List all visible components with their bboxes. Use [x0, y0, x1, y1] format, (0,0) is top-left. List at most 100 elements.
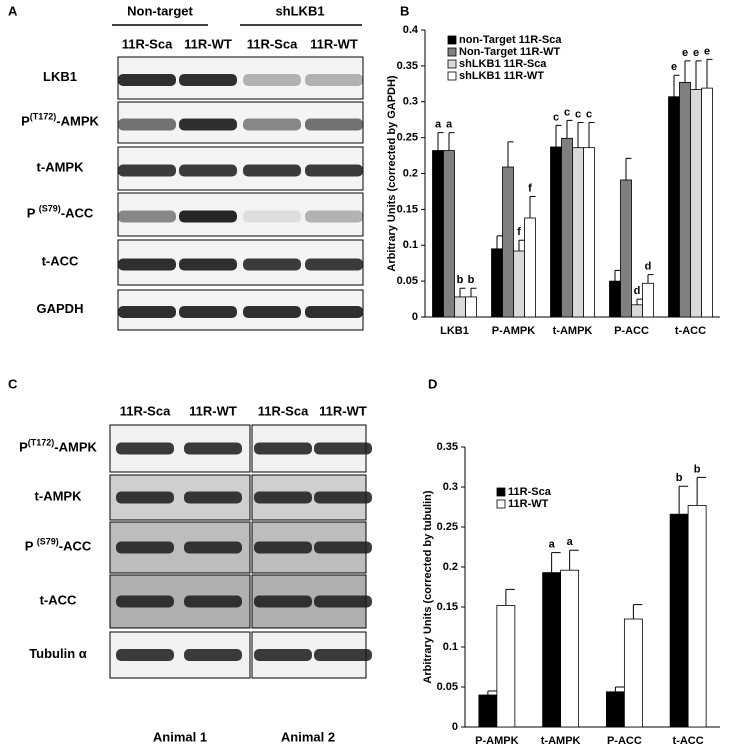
blot-band: [184, 541, 242, 554]
significance-letter: a: [567, 536, 574, 548]
error-bar: [470, 287, 477, 297]
y-tick-label: 0.3: [403, 96, 418, 108]
blot-band: [254, 442, 312, 455]
significance-letter: c: [553, 111, 559, 123]
error-bar: [448, 132, 455, 151]
group-label: shLKB1: [275, 3, 324, 18]
bar: [609, 280, 621, 318]
legend-swatch: [496, 499, 506, 509]
row-label: t-ACC: [40, 593, 77, 608]
row-label-text: t-AMPK: [35, 489, 83, 504]
blot-band: [305, 74, 363, 86]
bar: [524, 217, 536, 318]
panel-label: D: [428, 376, 437, 391]
significance-letter: d: [645, 261, 652, 273]
row-label-sup: (S79): [39, 204, 61, 214]
lane-label: 11R-WT: [310, 36, 358, 51]
row-label-sup: (T172): [28, 438, 55, 448]
lane-label: 11R-Sca: [258, 403, 309, 418]
row-label-after: -ACC: [61, 206, 94, 221]
bar: [668, 96, 680, 318]
bar: [669, 513, 689, 728]
legend-swatch: [447, 71, 457, 81]
error-bar: [647, 274, 654, 284]
error-bar: [696, 476, 707, 506]
x-tick-label: t-ACC: [673, 735, 704, 747]
bar: [572, 147, 584, 318]
lane-label: 11R-Sca: [247, 36, 298, 51]
bar: [478, 694, 498, 728]
row-label: t-AMPK: [37, 160, 85, 175]
legend-swatch: [447, 47, 457, 57]
error-bar: [487, 690, 497, 695]
blot-band: [118, 74, 176, 86]
legend-label: 11R-WT: [508, 498, 549, 510]
bar: [561, 137, 573, 318]
y-tick-label: 0.3: [443, 481, 458, 493]
blot-band: [254, 541, 312, 554]
legend-label: non-Target 11R-Sca: [459, 34, 562, 46]
significance-letter: f: [528, 182, 532, 194]
row-label-text: t-ACC: [42, 254, 79, 269]
blot-band: [116, 541, 174, 554]
blot-band: [254, 595, 312, 608]
error-bar: [588, 122, 595, 148]
bar: [631, 304, 643, 318]
y-tick-label: 0.2: [403, 167, 418, 179]
row-label-sup: (S79): [37, 537, 59, 547]
error-bar: [625, 157, 632, 180]
error-bar: [577, 122, 584, 148]
blot-band: [314, 595, 372, 608]
row-label: P (S79)-ACC: [25, 537, 92, 554]
significance-letter: c: [575, 108, 581, 120]
blot-band: [118, 118, 176, 131]
bar: [513, 250, 525, 318]
panel-label: B: [400, 3, 409, 18]
significance-letter: e: [704, 45, 710, 57]
blot-band: [179, 306, 237, 318]
error-bar: [551, 552, 561, 573]
bar: [642, 282, 654, 318]
legend-label: shLKB1 11R-WT: [459, 70, 544, 82]
error-bar: [459, 287, 466, 297]
row-label: t-AMPK: [35, 489, 83, 504]
blot-band: [184, 595, 242, 608]
significance-letter: b: [676, 472, 683, 484]
y-axis-label: Arbitrary Units (corrected by tubulin): [422, 490, 434, 683]
row-label-text: GAPDH: [37, 301, 84, 316]
error-bar: [706, 58, 713, 89]
error-bar: [496, 235, 503, 249]
y-tick-label: 0: [452, 721, 458, 733]
lane-label: 11R-WT: [184, 36, 232, 51]
error-bar: [529, 195, 536, 218]
legend-label: Non-Target 11R-WT: [459, 46, 561, 58]
blot-band: [118, 164, 176, 177]
x-tick-label: t-AMPK: [553, 325, 593, 337]
y-tick-label: 0.2: [443, 561, 458, 573]
bar: [550, 146, 562, 318]
error-bar: [505, 588, 515, 606]
lane-label: 11R-Sca: [120, 403, 171, 418]
blot-band: [184, 649, 242, 661]
blot-band: [116, 595, 174, 608]
x-tick-label: P-AMPK: [475, 735, 518, 747]
bar: [560, 569, 580, 728]
error-bar: [518, 239, 525, 251]
blot-band: [314, 541, 372, 554]
y-tick-label: 0.1: [403, 239, 418, 251]
error-bar: [695, 60, 702, 90]
x-tick-label: P-ACC: [614, 325, 649, 337]
lane-label: 11R-WT: [319, 403, 367, 418]
error-bar: [437, 132, 444, 151]
row-label-after: -ACC: [59, 539, 92, 554]
blot-band: [179, 164, 237, 177]
blot-band: [243, 306, 301, 318]
row-label-after: -AMPK: [54, 440, 97, 455]
bar: [583, 147, 595, 318]
bar: [679, 81, 691, 318]
blot-band: [243, 164, 301, 177]
error-bar: [678, 485, 689, 515]
blot-band: [118, 210, 176, 223]
row-label-text: t-AMPK: [37, 160, 85, 175]
blot-band: [184, 491, 242, 504]
